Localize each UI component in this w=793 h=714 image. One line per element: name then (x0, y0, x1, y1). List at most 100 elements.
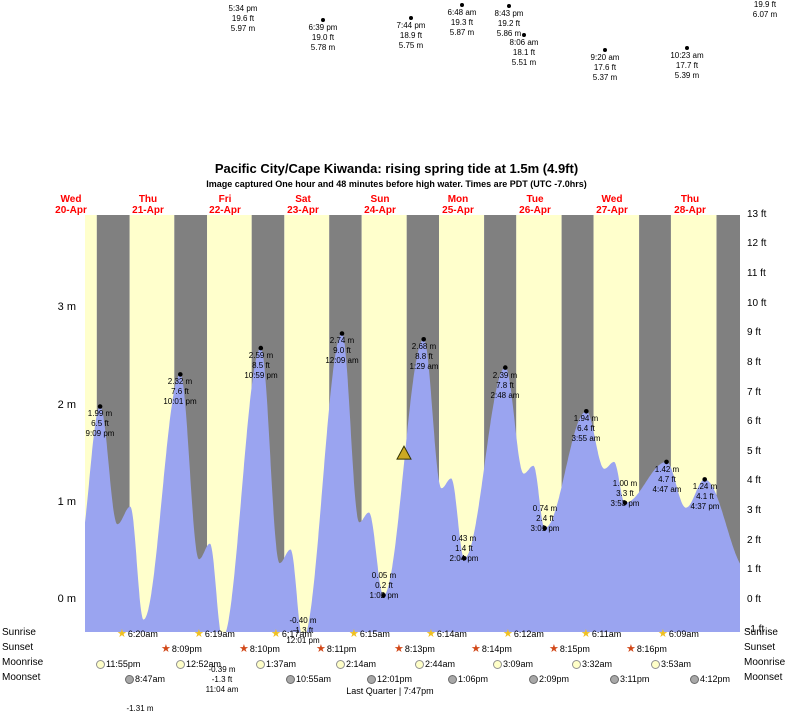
y-axis-right-tick: 12 ft (747, 238, 767, 249)
tide-annotation-line: 1:29 am (409, 362, 439, 371)
top-annotation-line: 5.51 m (511, 58, 537, 67)
tide-annotation-line: 3:55 am (571, 434, 601, 443)
sunrise-entry: ★ 6:12am (503, 628, 544, 640)
tide-annotation-line: 12:01 pm (286, 636, 320, 645)
moonset-entry: 1:06pm (448, 673, 488, 685)
y-axis-right-tick: 4 ft (747, 475, 761, 486)
moonrise-time: 1:37am (266, 659, 297, 669)
tide-event-dot (178, 372, 183, 377)
tide-high-annotation: 1.24 m 4.1 ft 4:37 pm (677, 482, 733, 512)
day-name: Tue (526, 194, 544, 205)
top-annotation-dot (409, 16, 413, 20)
day-label: Sun 24-Apr (345, 194, 415, 216)
sunrise-star-icon: ★ (194, 627, 204, 640)
top-annotation-line: 5.87 m (449, 28, 475, 37)
sunrise-time: 6:19am (204, 629, 235, 639)
tide-low-annotation: 0.43 m 1.4 ft 2:04 pm (436, 534, 492, 564)
day-date: 23-Apr (287, 205, 319, 216)
top-annotation-dot (603, 48, 607, 52)
day-label: Thu 28-Apr (655, 194, 725, 216)
moonset-time: 1:06pm (458, 674, 489, 684)
moonrise-time: 3:09am (503, 659, 534, 669)
tide-annotation-line: 1.24 m (692, 482, 718, 491)
tide-event-dot (503, 365, 508, 370)
row-label-sunrise-right: Sunrise (744, 627, 778, 638)
tide-low-annotation: 0.74 m 2.4 ft 3:01 pm (517, 504, 573, 534)
tide-high-annotation: 2.32 m 7.6 ft 10:01 pm (152, 377, 208, 407)
sunset-entry: ★ 8:14pm (471, 643, 512, 655)
sunset-time: 8:11pm (326, 644, 357, 654)
y-axis-right-tick: 2 ft (747, 535, 761, 546)
sunset-entry: ★ 8:11pm (316, 643, 356, 655)
moonset-time: 10:55am (296, 674, 332, 684)
sunrise-star-icon: ★ (581, 627, 591, 640)
day-date: 28-Apr (674, 205, 706, 216)
y-axis-right-tick: 0 ft (747, 594, 761, 605)
sunrise-entry: ★ 6:19am (194, 628, 235, 640)
moonrise-circle-icon (572, 659, 581, 669)
top-tide-annotation: 19.9 ft 6.07 m (737, 0, 793, 20)
moonset-circle-icon (690, 674, 699, 684)
top-annotation-line: 8:06 am (509, 38, 539, 47)
tide-low-annotation: -0.40 m -1.3 ft 12:01 pm (275, 616, 331, 646)
y-axis-left-tick: 2 m (57, 399, 76, 411)
tide-high-annotation: 2.74 m 9.0 ft 12:09 am (314, 336, 370, 366)
tide-annotation-line: 1.4 ft (455, 544, 473, 553)
tide-annotation-line: 11:04 am (205, 685, 239, 694)
sunrise-star-icon: ★ (503, 627, 513, 640)
tide-annotation-line: 0.2 ft (375, 581, 393, 590)
sunset-star-icon: ★ (316, 642, 326, 655)
tide-event-dot (381, 592, 386, 598)
moonrise-time: 2:14am (346, 659, 377, 669)
tide-high-annotation: 1.94 m 6.4 ft 3:55 am (558, 414, 614, 444)
moonset-circle-icon (448, 674, 457, 684)
day-label: Mon 25-Apr (423, 194, 493, 216)
row-label-moonset-left: Moonset (2, 672, 41, 683)
tide-event-dot (702, 477, 707, 482)
day-date: 26-Apr (519, 205, 551, 216)
tide-plot-svg (85, 215, 740, 632)
y-axis-right-tick: 10 ft (747, 298, 767, 309)
sunset-time: 8:14pm (481, 644, 512, 654)
tide-annotation-line: 0.05 m (371, 571, 397, 580)
tide-annotation-line: 12:09 am (325, 356, 359, 365)
sunset-time: 8:16pm (636, 644, 667, 654)
top-annotation-line: 6:39 pm (308, 23, 338, 32)
day-label: Fri 22-Apr (190, 194, 260, 216)
day-band (85, 215, 97, 632)
y-axis-right-tick: 7 ft (747, 387, 761, 398)
tide-annotation-line: 0.43 m (451, 534, 477, 543)
tide-annotation-line: 0.74 m (532, 504, 558, 513)
tide-annotation-line: 2.68 m (411, 342, 437, 351)
day-name: Sun (370, 194, 390, 205)
tide-event-dot (462, 556, 467, 561)
moonset-circle-icon (367, 674, 376, 684)
stray-fragment: -1.31 m (126, 704, 154, 713)
tide-annotation-line: 6.5 ft (91, 419, 109, 428)
moonrise-circle-icon (256, 659, 265, 669)
sunrise-time: 6:14am (436, 629, 467, 639)
day-name: Mon (447, 194, 469, 205)
sunrise-time: 6:09am (668, 629, 699, 639)
moonset-circle-icon (529, 674, 538, 684)
day-name: Wed (60, 194, 82, 205)
tide-event-dot (258, 345, 264, 351)
top-annotation-line: 18.9 ft (399, 31, 423, 40)
y-axis-right-tick: 8 ft (747, 357, 761, 368)
day-label: Tue 26-Apr (500, 194, 570, 216)
row-label-sunrise-left: Sunrise (2, 627, 36, 638)
y-axis-right-tick: 1 ft (747, 564, 761, 575)
top-annotation-line: 10:23 am (670, 51, 704, 60)
sunrise-time: 6:20am (127, 629, 158, 639)
day-name: Sat (295, 194, 311, 205)
tide-annotation-line: 1.00 m (612, 479, 638, 488)
top-annotation-dot (507, 4, 511, 8)
tide-annotation-line: 9.0 ft (333, 346, 351, 355)
sunset-star-icon: ★ (239, 642, 249, 655)
top-annotation-line: 7:44 pm (396, 21, 426, 30)
row-label-moonset-right: Moonset (744, 672, 783, 683)
top-annotation-line: 19.0 ft (311, 33, 335, 42)
top-annotation-line: 17.6 ft (593, 63, 617, 72)
top-annotation-line: 19.3 ft (450, 18, 474, 27)
day-date: 22-Apr (209, 205, 241, 216)
